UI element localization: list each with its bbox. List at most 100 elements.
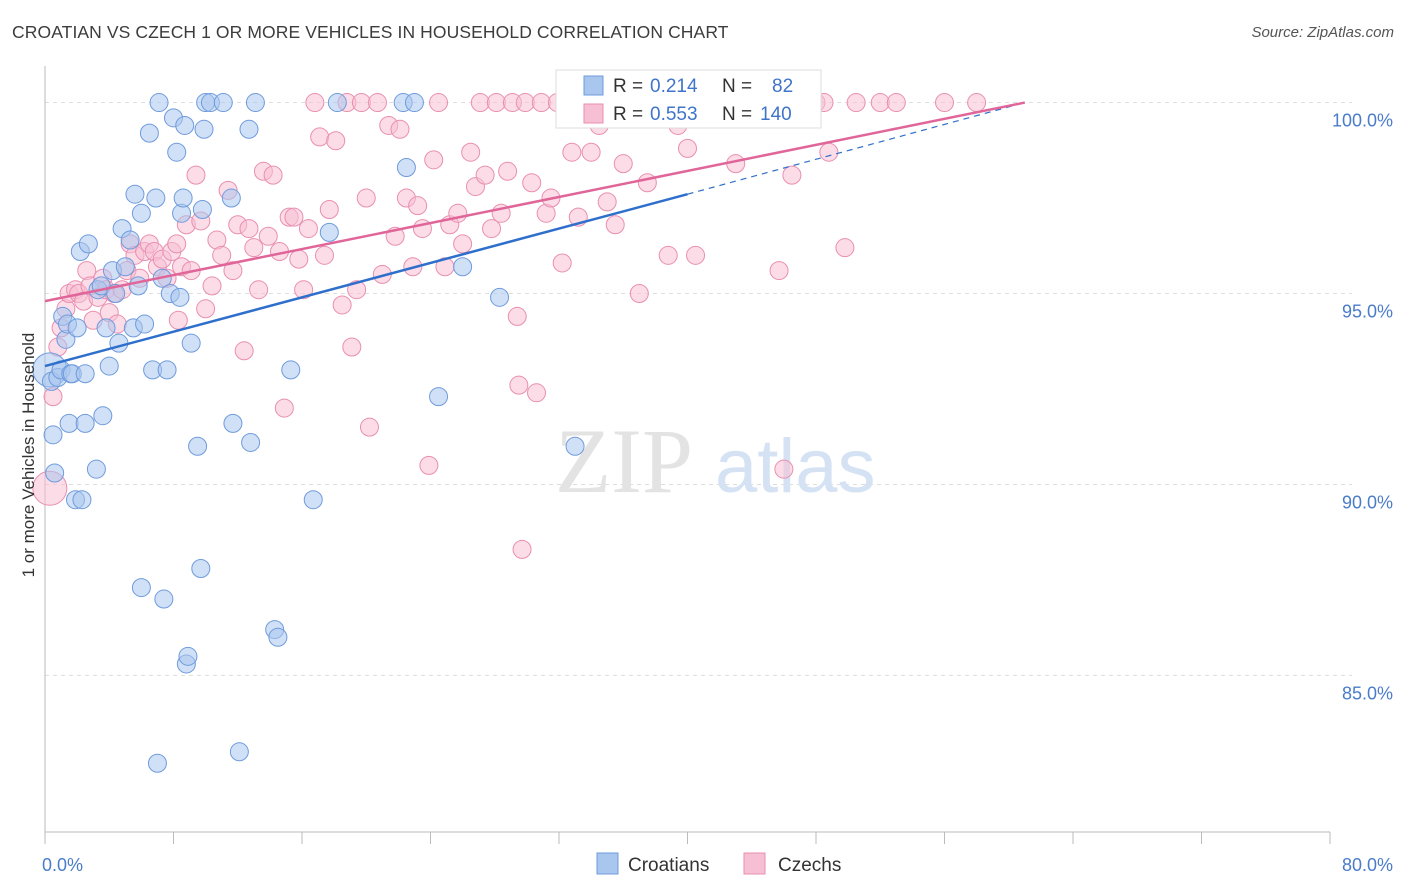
czechs-point [678, 138, 697, 158]
y-tick-label: 100.0% [1332, 111, 1393, 131]
croatians-point [139, 123, 159, 143]
croatians-point [565, 436, 585, 456]
croatians-point [319, 222, 339, 242]
croatians-point [239, 119, 259, 139]
czechs-point [512, 539, 532, 559]
czechs-point [769, 261, 789, 281]
croatians-point [115, 257, 135, 277]
croatians-point [241, 432, 261, 452]
czechs-point [527, 383, 547, 403]
croatians-point [45, 463, 65, 483]
legend-czechs-swatch [583, 103, 604, 124]
bottom-legend-croatians-swatch [596, 852, 619, 875]
czechs-point [486, 93, 506, 113]
croatians-point [221, 188, 241, 208]
czechs-point [774, 459, 794, 479]
croatians-point [154, 589, 174, 609]
y-tick-label: 95.0% [1342, 302, 1393, 322]
croatians-point [75, 364, 95, 384]
x-tick-label: 80.0% [1342, 855, 1393, 875]
czechs-trend-line [44, 101, 1026, 303]
czechs-point [319, 199, 339, 219]
y-tick-label: 85.0% [1342, 683, 1393, 703]
croatians-point [173, 188, 193, 208]
croatians-point [429, 387, 449, 407]
czechs-point [461, 142, 481, 162]
czechs-point [351, 93, 371, 113]
czechs-point [424, 150, 444, 170]
czechs-point [470, 93, 490, 113]
croatians-point [131, 203, 151, 223]
czechs-point [613, 154, 633, 174]
czechs-point [475, 165, 495, 185]
czechs-point [637, 173, 657, 193]
czechs-point [482, 219, 502, 239]
y-tick-label: 90.0% [1342, 492, 1393, 512]
legend-r-label: R = [613, 104, 643, 125]
czechs-point [212, 245, 232, 265]
x-tick-labels: 0.0% 80.0% [42, 855, 1393, 875]
y-axis-label: 1 or more Vehicles in Household [19, 333, 38, 578]
czechs-point [531, 93, 551, 113]
czechs-point [274, 398, 294, 418]
croatians-trend-line [44, 193, 688, 368]
czechs-point [298, 219, 318, 239]
croatians-point [268, 627, 288, 647]
czechs-point [196, 299, 216, 319]
legend-n-label: N = [722, 76, 752, 97]
czechs-point [258, 226, 278, 246]
croatians-point [120, 230, 140, 250]
legend-box: R = 0.214 N = 82 R = 0.553 N = 140 [555, 69, 822, 129]
czechs-point [522, 173, 542, 193]
croatians-point [125, 184, 145, 204]
croatians-point [99, 356, 119, 376]
croatians-point [43, 425, 63, 445]
czechs-point [967, 93, 987, 113]
croatians-point [175, 115, 195, 135]
czechs-point [835, 238, 855, 258]
czechs-point [509, 375, 529, 395]
bottom-legend-czechs-swatch [743, 852, 766, 875]
croatians-point [245, 93, 265, 113]
czechs-point [284, 207, 304, 227]
croatians-point [188, 436, 208, 456]
croatians-point [75, 413, 95, 433]
croatians-point [303, 490, 323, 510]
czechs-point [249, 280, 269, 300]
czechs-point [244, 238, 264, 258]
croatians-trend-extension [687, 101, 1025, 195]
czechs-point [167, 234, 187, 254]
czechs-point [597, 192, 617, 212]
croatians-point [178, 646, 198, 666]
croatians-point [78, 234, 98, 254]
croatians-point [281, 360, 301, 380]
croatians-point [167, 142, 187, 162]
croatians-point [404, 93, 424, 113]
croatians-point [194, 119, 214, 139]
croatians-point [67, 318, 87, 338]
croatians-point [147, 753, 167, 773]
czechs-point [367, 93, 387, 113]
croatians-point [229, 742, 249, 762]
czechs-point [168, 310, 188, 330]
gridlines [45, 102, 1352, 676]
czechs-point [498, 161, 518, 181]
czechs-point [935, 93, 954, 113]
czechs-point [453, 234, 473, 254]
czechs-point [202, 276, 222, 296]
czechs-point [326, 131, 346, 151]
croatians-point [146, 188, 166, 208]
czechs-point [782, 165, 802, 185]
czechs-point [342, 337, 362, 357]
czechs-point [419, 455, 439, 475]
czechs-point [408, 196, 428, 216]
croatians-point [128, 276, 148, 296]
bottom-legend-czechs: Czechs [778, 855, 841, 876]
czechs-point [581, 142, 601, 162]
x-tick-label: 0.0% [42, 855, 83, 875]
czechs-point [263, 165, 283, 185]
y-tick-labels: 100.0% 95.0% 90.0% 85.0% [1332, 111, 1393, 704]
czechs-point [605, 215, 625, 235]
czechs-point [562, 142, 582, 162]
